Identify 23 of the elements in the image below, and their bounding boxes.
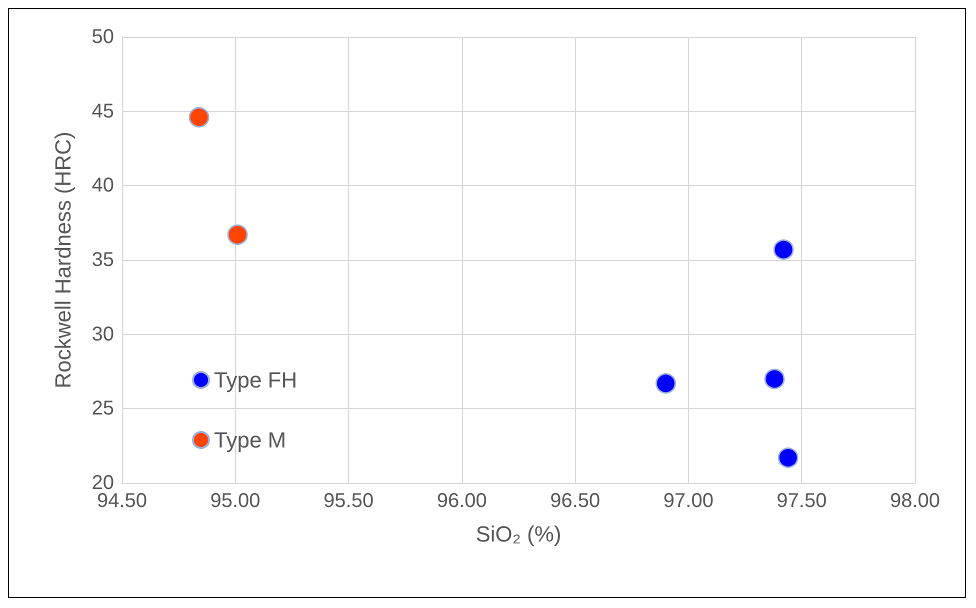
x-tick-label: 97.50	[776, 490, 827, 512]
x-tick-label: 97.00	[663, 490, 714, 512]
y-axis-title: Rockwell Hardness (HRC)	[50, 132, 76, 388]
y-tick-label: 40	[92, 174, 114, 197]
y-tick-label: 30	[92, 323, 114, 346]
y-tick-label: 35	[92, 249, 114, 271]
point	[188, 107, 210, 128]
y-tick-label: 50	[92, 26, 114, 48]
y-tick-label: 25	[92, 398, 114, 420]
point	[778, 447, 798, 468]
x-tick-label: 95.00	[210, 490, 260, 512]
point	[773, 239, 794, 260]
x-tick-label: 96.00	[436, 490, 487, 512]
x-tick-label: 95.50	[324, 490, 374, 512]
legend-label: Type M	[214, 428, 286, 452]
x-axis-title: SiO₂ (%)	[476, 522, 562, 546]
legend-label: Type FH	[214, 368, 298, 392]
y-tick-label: 45	[92, 100, 114, 122]
point	[227, 224, 248, 245]
point	[764, 368, 785, 390]
x-tick-label: 96.50	[550, 490, 600, 512]
point	[656, 373, 676, 394]
x-tick-label: 98.00	[890, 490, 940, 512]
